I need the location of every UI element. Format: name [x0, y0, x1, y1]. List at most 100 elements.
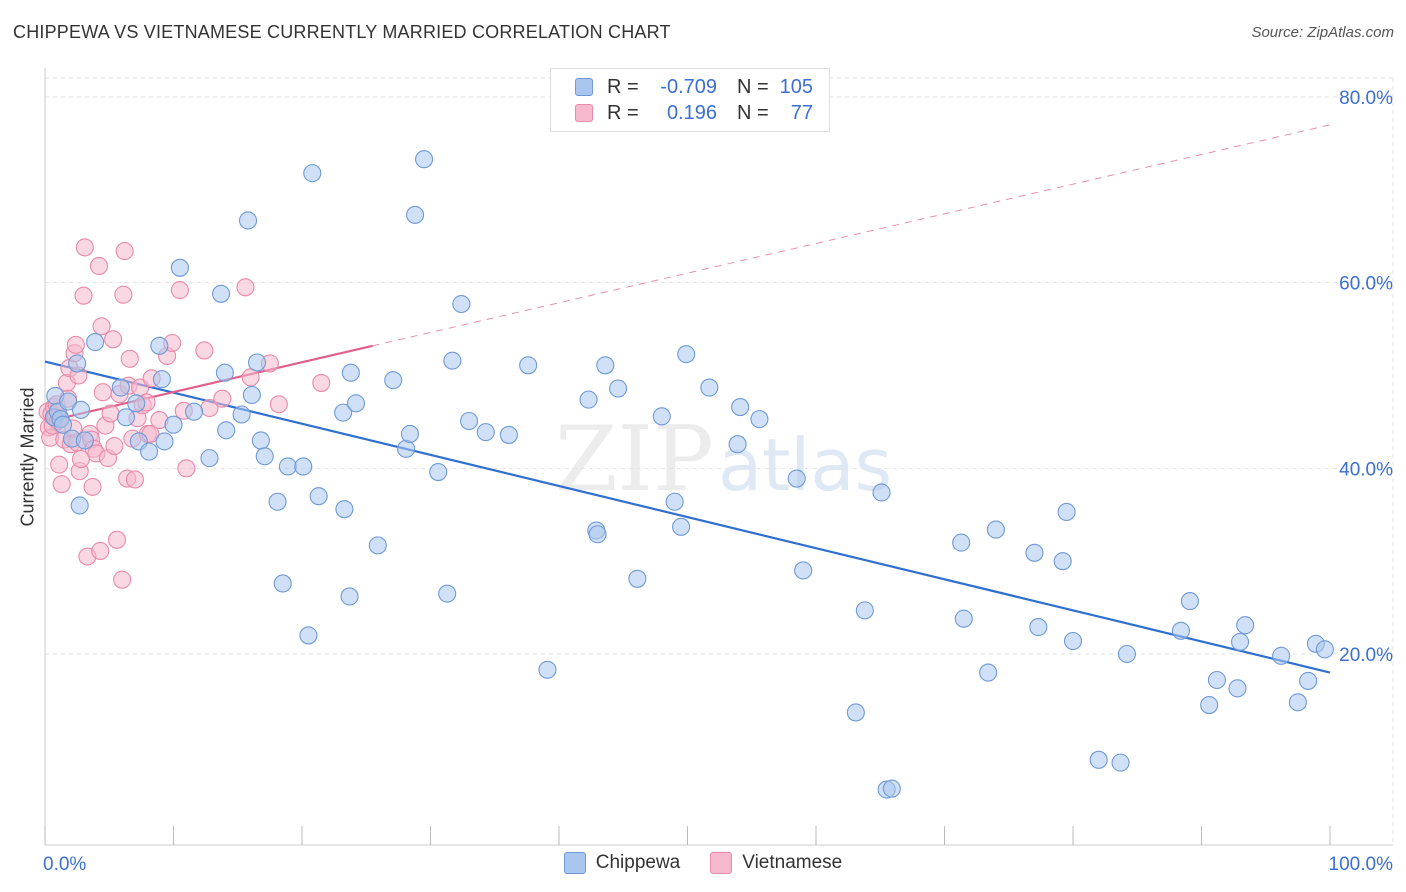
chippewa-point — [211, 284, 231, 303]
correlation-legend: R = -0.709 N = 105 R = 0.196 N = 77 — [550, 68, 830, 132]
vietnamese-point — [101, 404, 120, 423]
chippewa-point — [538, 660, 557, 679]
chippewa-point — [609, 379, 628, 398]
chippewa-point — [1089, 750, 1108, 769]
chippewa-point — [341, 363, 360, 382]
legend-item-chippewa[interactable]: Chippewa — [563, 852, 681, 874]
chippewa-point — [86, 333, 105, 352]
y-axis-label: Currently Married — [17, 387, 38, 527]
chippewa-point — [406, 205, 425, 224]
legend-label: Chippewa — [595, 852, 681, 873]
chippewa-point — [731, 398, 750, 417]
r-label: R = — [607, 101, 639, 124]
vietnamese-point — [114, 285, 133, 304]
legend-label: Vietnamese — [742, 852, 843, 873]
axes — [44, 68, 1393, 846]
vietnamese-point — [91, 541, 110, 561]
vietnamese-trend-extension — [372, 124, 1331, 347]
vietnamese-point — [92, 317, 111, 336]
chippewa-point — [1231, 632, 1250, 651]
watermark-atlas: atlas — [718, 423, 892, 507]
n-label: N = — [737, 75, 769, 98]
chippewa-point — [1200, 696, 1219, 715]
chippewa-point — [476, 423, 495, 442]
x-tick-label: 0.0% — [43, 854, 86, 875]
r-label: R = — [607, 75, 639, 98]
chippewa-point — [952, 533, 971, 552]
chart-title: CHIPPEWA VS VIETNAMESE CURRENTLY MARRIED… — [13, 22, 671, 42]
chippewa-point — [979, 663, 998, 682]
chippewa-point — [1117, 644, 1137, 664]
chippewa-point — [397, 439, 416, 458]
chippewa-point — [185, 402, 204, 421]
vietnamese-trend-line — [44, 344, 373, 423]
vietnamese-point — [195, 341, 214, 360]
chippewa-point — [672, 517, 691, 536]
chippewa-point — [438, 584, 457, 603]
vietnamese-point — [213, 389, 232, 408]
chippewa-point — [170, 258, 189, 277]
chippewa-point — [1236, 616, 1255, 635]
vietnamese-point — [89, 256, 109, 276]
chippewa-point — [588, 525, 607, 544]
chippewa-point — [519, 356, 538, 375]
chippewa-point — [652, 407, 671, 426]
vietnamese-point — [269, 395, 288, 414]
chippewa-point — [986, 520, 1005, 539]
vietnamese-point — [125, 470, 144, 489]
chippewa-point — [954, 609, 973, 628]
chippewa-point — [1315, 640, 1334, 659]
chippewa-point — [1272, 646, 1291, 665]
chippewa-point — [1063, 631, 1083, 651]
n-value: 105 — [779, 75, 813, 98]
legend-row-chippewa: R = -0.709 N = 105 — [575, 74, 813, 100]
trend-lines — [44, 124, 1331, 674]
legend-item-vietnamese[interactable]: Vietnamese — [710, 852, 842, 874]
chippewa-point — [334, 403, 353, 422]
chippewa-point — [164, 415, 183, 434]
chippewa-point — [579, 390, 598, 409]
chippewa-point — [215, 363, 234, 382]
chippewa-point — [251, 431, 270, 450]
vietnamese-point — [93, 383, 112, 402]
vietnamese-point — [50, 455, 69, 474]
chippewa-point — [628, 569, 647, 588]
chippewa-point — [127, 394, 146, 413]
chippewa-point — [855, 601, 874, 620]
chippewa-point — [1207, 670, 1226, 690]
chippewa-point — [677, 345, 696, 364]
source-attribution: Source: ZipAtlas.com — [1251, 24, 1394, 41]
chippewa-point — [346, 394, 366, 413]
chippewa-point — [255, 447, 274, 466]
chippewa-point — [1180, 592, 1199, 611]
chippewa-swatch-icon — [563, 852, 586, 874]
chippewa-point — [268, 492, 287, 511]
chippewa-point — [116, 408, 136, 427]
r-value: -0.709 — [660, 75, 717, 98]
r-value: 0.196 — [666, 101, 717, 124]
chippewa-point — [200, 449, 219, 468]
vietnamese-point — [115, 242, 134, 261]
chippewa-point — [59, 392, 78, 411]
chippewa-point — [794, 561, 813, 580]
chippewa-point — [1111, 753, 1130, 772]
chippewa-point — [1029, 618, 1048, 637]
chippewa-points — [44, 150, 1334, 799]
tick-labels: 20.0% 40.0% 60.0% 80.0% 0.0% 100.0% — [43, 88, 1393, 875]
vietnamese-point — [52, 475, 71, 494]
chippewa-point — [68, 354, 87, 373]
chippewa-point — [140, 442, 159, 461]
vietnamese-point — [104, 330, 123, 349]
chippewa-point — [452, 294, 471, 314]
chippewa-point — [217, 421, 236, 440]
n-value: 77 — [790, 101, 813, 124]
chippewa-trend-line — [44, 360, 1331, 674]
chippewa-point — [750, 410, 769, 429]
chippewa-point — [872, 483, 891, 502]
chippewa-point — [152, 370, 171, 389]
chippewa-point — [882, 779, 901, 798]
vietnamese-point — [236, 278, 255, 297]
y-tick-label: 60.0% — [1339, 274, 1393, 295]
watermark: ZIP atlas — [555, 407, 892, 512]
